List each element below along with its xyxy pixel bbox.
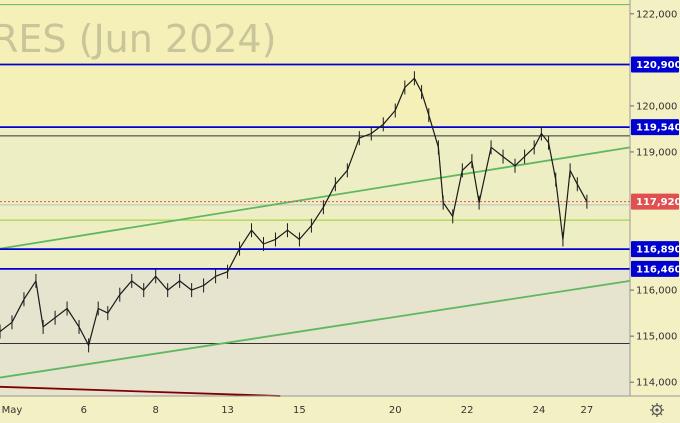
x-tick-label-8: 27 [581, 405, 594, 416]
shading-band-0 [0, 0, 630, 128]
x-tick-label-5: 20 [389, 405, 402, 416]
time-axis: May 6 8 13 15 20 22 24 27 [0, 395, 680, 416]
x-tick-label-3: 13 [221, 405, 234, 416]
x-tick-label-1: 6 [81, 405, 87, 416]
price-tag-label-0: 120,900 [636, 60, 680, 71]
y-tick-label-5: 114,000 [636, 378, 677, 389]
y-tick-label-4: 115,000 [636, 332, 677, 343]
chart-watermark: RES (Jun 2024) [0, 17, 276, 61]
price-axis: 122,000 120,000 119,000 116,000 115,000 114,0… [629, 0, 677, 396]
price-tag-bg-2 [631, 241, 679, 258]
price-tag-label-3: 116,460 [636, 264, 680, 275]
x-tick-label-7: 24 [533, 405, 546, 416]
price-tags: 120,900 119,540 116,890 116,460 117,920 [631, 56, 680, 277]
trend-line-0 [0, 146, 631, 250]
shading-band-2 [0, 268, 630, 396]
x-tick-label-6: 22 [461, 405, 474, 416]
price-tag-label-1: 119,540 [636, 123, 680, 134]
price-level-lines [0, 63, 630, 270]
y-tick-label-0: 122,000 [636, 9, 677, 20]
x-tick-label-0: May [2, 405, 23, 416]
price-tag-bg-0 [631, 56, 679, 73]
price-tag-label-2: 116,890 [636, 245, 680, 256]
trend-lines [0, 146, 631, 397]
y-tick-label-1: 120,000 [636, 101, 677, 112]
gear-icon[interactable] [650, 403, 664, 417]
trend-line-1 [0, 279, 631, 379]
x-tick-label-2: 8 [153, 405, 159, 416]
y-tick-label-3: 116,000 [636, 286, 677, 297]
y-tick-label-2: 119,000 [636, 147, 677, 158]
price-tag-label-4: 117,920 [636, 197, 680, 208]
price-series [0, 71, 588, 353]
price-tag-bg-1 [631, 119, 679, 136]
price-tag-bg-4 [631, 193, 679, 210]
trend-line-2 [0, 385, 281, 397]
x-tick-label-4: 15 [293, 405, 306, 416]
price-tag-bg-3 [631, 260, 679, 277]
